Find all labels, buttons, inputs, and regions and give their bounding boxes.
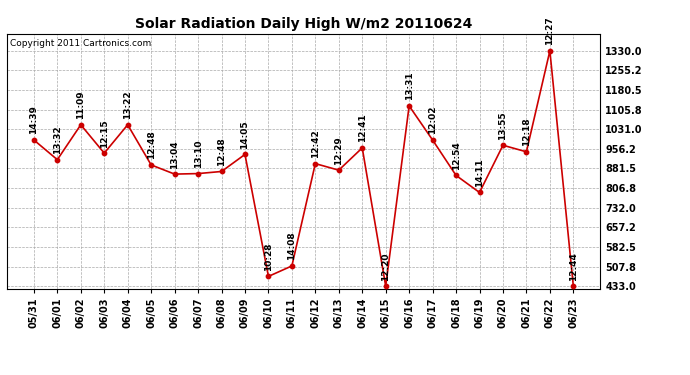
Text: 10:28: 10:28 [264,242,273,271]
Text: 13:22: 13:22 [124,91,132,119]
Point [427,137,438,143]
Text: 12:20: 12:20 [381,252,390,280]
Point [404,103,415,109]
Point [193,171,204,177]
Point [52,157,63,163]
Point [380,283,391,289]
Point [28,137,39,143]
Text: 12:15: 12:15 [100,119,109,147]
Point [146,162,157,168]
Point [99,150,110,156]
Point [239,152,250,157]
Point [497,142,509,148]
Point [451,172,462,178]
Text: 12:42: 12:42 [310,129,320,158]
Point [75,122,86,128]
Text: 14:05: 14:05 [240,120,250,149]
Point [521,149,532,155]
Text: 13:32: 13:32 [53,126,62,154]
Text: 12:48: 12:48 [217,137,226,166]
Point [474,189,485,195]
Text: 13:55: 13:55 [498,111,507,140]
Point [286,263,297,269]
Point [568,283,579,289]
Text: 12:48: 12:48 [147,130,156,159]
Text: 11:09: 11:09 [77,91,86,119]
Point [333,167,344,173]
Title: Solar Radiation Daily High W/m2 20110624: Solar Radiation Daily High W/m2 20110624 [135,17,472,31]
Point [357,145,368,151]
Point [310,160,321,166]
Text: 12:29: 12:29 [334,136,344,165]
Text: 12:41: 12:41 [357,114,367,142]
Point [169,171,180,177]
Text: 12:18: 12:18 [522,118,531,146]
Point [122,122,133,128]
Text: 12:27: 12:27 [545,16,554,45]
Text: 13:31: 13:31 [404,72,413,100]
Text: 12:44: 12:44 [569,252,578,280]
Text: 13:04: 13:04 [170,140,179,168]
Text: 12:02: 12:02 [428,106,437,135]
Point [216,168,227,174]
Text: 13:10: 13:10 [194,140,203,168]
Text: 12:54: 12:54 [451,141,460,170]
Point [263,273,274,279]
Point [544,48,555,54]
Text: 14:11: 14:11 [475,158,484,187]
Text: 14:39: 14:39 [30,106,39,135]
Text: Copyright 2011 Cartronics.com: Copyright 2011 Cartronics.com [10,39,151,48]
Text: 14:08: 14:08 [287,232,297,260]
